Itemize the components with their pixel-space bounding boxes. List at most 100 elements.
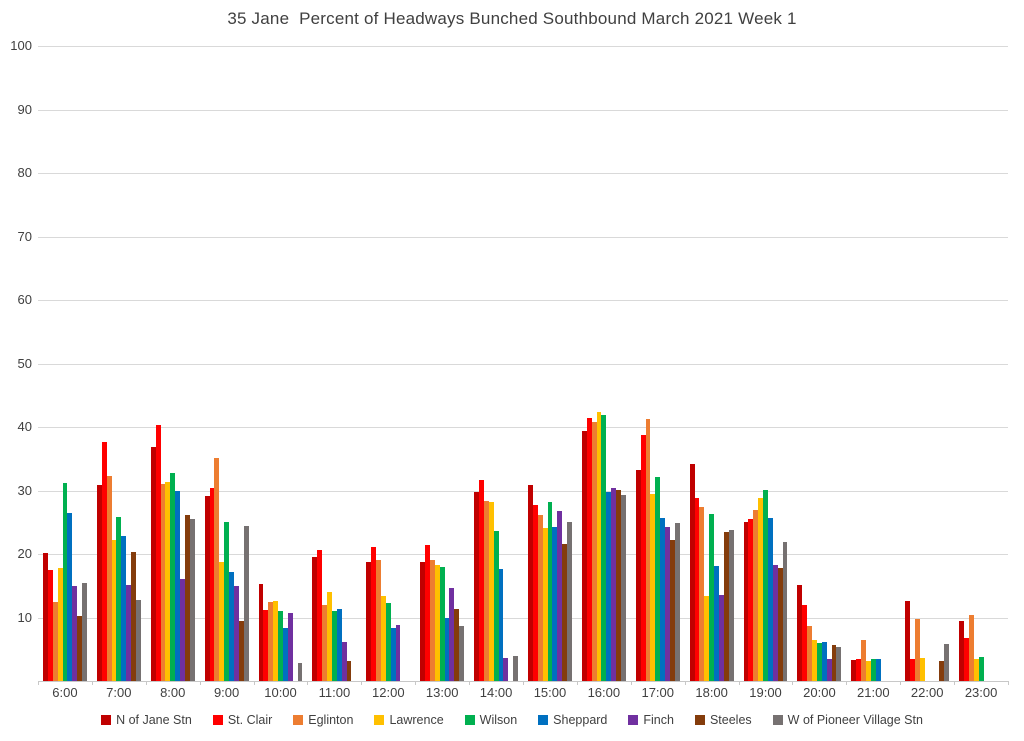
bar-steeles-900	[238, 621, 244, 681]
x-axis-tick-label: 12:00	[372, 685, 405, 700]
bar-wilson-1700	[655, 477, 661, 681]
bar-wilson-2000	[816, 642, 822, 681]
bar-steeles-2200	[939, 660, 945, 681]
bar-group-900	[200, 46, 254, 681]
bar-st-clair-600	[47, 569, 53, 681]
bar-eglinton-1700	[645, 418, 651, 681]
bar-n-of-jane-stn-900	[204, 496, 210, 681]
x-axis-tick-label: 23:00	[964, 685, 998, 700]
bar-n-of-jane-stn-1500	[528, 485, 533, 681]
bar-st-clair-1500	[532, 505, 538, 681]
bar-st-clair-700	[101, 441, 107, 681]
bar-st-clair-1700	[640, 434, 646, 681]
legend-item-finch: Finch	[628, 713, 674, 727]
bar-wilson-1600	[601, 414, 607, 681]
bar-groups	[38, 46, 1008, 681]
bar-w-of-pioneer-village-stn-2000	[836, 647, 842, 681]
bar-sheppard-1500	[552, 527, 558, 681]
bar-group-1400	[469, 46, 523, 681]
bar-st-clair-1300	[425, 544, 430, 681]
bar-wilson-1400	[493, 531, 499, 681]
bar-group-2100	[846, 46, 900, 681]
x-axis-tick-label: 14:00	[479, 685, 513, 700]
bar-n-of-jane-stn-800	[150, 446, 156, 681]
x-axis-tick	[145, 681, 147, 685]
y-axis-tick-label: 50	[17, 355, 32, 371]
bar-st-clair-1800	[694, 497, 700, 681]
bar-group-800	[146, 46, 200, 681]
bar-st-clair-800	[155, 424, 161, 681]
gridline-20	[38, 554, 1008, 555]
bar-steeles-600	[77, 615, 82, 681]
bar-steeles-800	[184, 514, 190, 681]
legend-label: Eglinton	[308, 713, 354, 727]
bar-eglinton-900	[214, 457, 220, 681]
bar-group-2300	[954, 46, 1008, 681]
bar-lawrence-2200	[919, 657, 925, 681]
bar-lawrence-600	[57, 568, 63, 681]
bar-lawrence-1800	[704, 595, 710, 681]
x-axis-tick-label: 7:00	[106, 685, 132, 700]
y-axis-tick-label: 70	[17, 228, 32, 244]
bar-w-of-pioneer-village-stn-1300	[459, 626, 465, 681]
x-axis-tick-label: 11:00	[318, 685, 351, 700]
legend: N of Jane Stn St. Clair Eglinton Lawrence Wi…	[0, 713, 1024, 727]
bar-wilson-600	[62, 482, 68, 681]
bar-st-clair-2000	[802, 604, 808, 681]
bar-finch-1600	[611, 488, 617, 681]
x-axis-tick	[523, 681, 524, 685]
bar-sheppard-1200	[390, 627, 396, 681]
bar-lawrence-900	[219, 561, 225, 681]
bar-lawrence-1900	[758, 497, 764, 681]
gridline-80	[38, 173, 1008, 174]
bar-eglinton-2300	[968, 615, 974, 681]
bar-finch-1900	[772, 565, 778, 681]
x-axis-tick	[954, 681, 956, 685]
bar-w-of-pioneer-village-stn-1800	[728, 529, 734, 681]
bar-group-1500	[523, 46, 577, 681]
bar-w-of-pioneer-village-stn-1700	[674, 522, 680, 681]
bar-steeles-1700	[669, 540, 675, 681]
x-axis-tick	[1008, 681, 1009, 685]
bar-steeles-1100	[346, 661, 352, 681]
bar-st-clair-1600	[586, 417, 592, 681]
x-axis-tick-label: 6:00	[52, 685, 78, 700]
bar-sheppard-1800	[714, 566, 719, 681]
bar-wilson-1900	[763, 489, 768, 681]
y-axis-tick-label: 30	[17, 482, 32, 498]
bar-st-clair-1100	[317, 550, 323, 681]
gridline-90	[38, 109, 1008, 111]
bar-lawrence-1500	[542, 528, 548, 681]
bar-st-clair-1000	[263, 609, 269, 681]
legend-label: St. Clair	[227, 713, 273, 727]
bar-sheppard-1400	[498, 568, 504, 681]
bar-eglinton-1100	[322, 604, 328, 681]
bar-eglinton-800	[160, 483, 166, 681]
bar-group-1900	[739, 46, 793, 681]
legend-swatch-icon	[101, 715, 112, 725]
bar-lawrence-800	[165, 481, 171, 681]
gridline-40	[38, 427, 1008, 428]
bar-finch-1000	[287, 613, 293, 681]
bar-n-of-jane-stn-1600	[581, 430, 587, 681]
bar-sheppard-1100	[336, 608, 342, 681]
bar-wilson-1100	[331, 611, 337, 681]
bar-finch-2000	[826, 659, 832, 681]
bar-w-of-pioneer-village-stn-700	[135, 599, 141, 681]
bar-w-of-pioneer-village-stn-800	[189, 519, 195, 681]
bar-n-of-jane-stn-1300	[420, 561, 426, 681]
bar-n-of-jane-stn-1800	[689, 463, 695, 681]
gridline-10	[38, 617, 1008, 619]
legend-swatch-icon	[628, 715, 639, 725]
bar-eglinton-2200	[915, 618, 920, 681]
bar-finch-1500	[557, 510, 563, 681]
bar-group-2000	[792, 46, 846, 681]
bar-w-of-pioneer-village-stn-1600	[620, 494, 626, 681]
x-axis-labels: 6:00 7:00 8:00 9:00 10:00 11:00 12:00 13:00 14:0…	[38, 685, 1008, 700]
bar-wilson-900	[224, 521, 230, 681]
x-axis-tick-label: 10:00	[264, 685, 297, 700]
bar-sheppard-1700	[660, 518, 666, 681]
bar-wilson-1300	[439, 567, 445, 681]
x-axis-tick-label: 19:00	[749, 685, 782, 700]
